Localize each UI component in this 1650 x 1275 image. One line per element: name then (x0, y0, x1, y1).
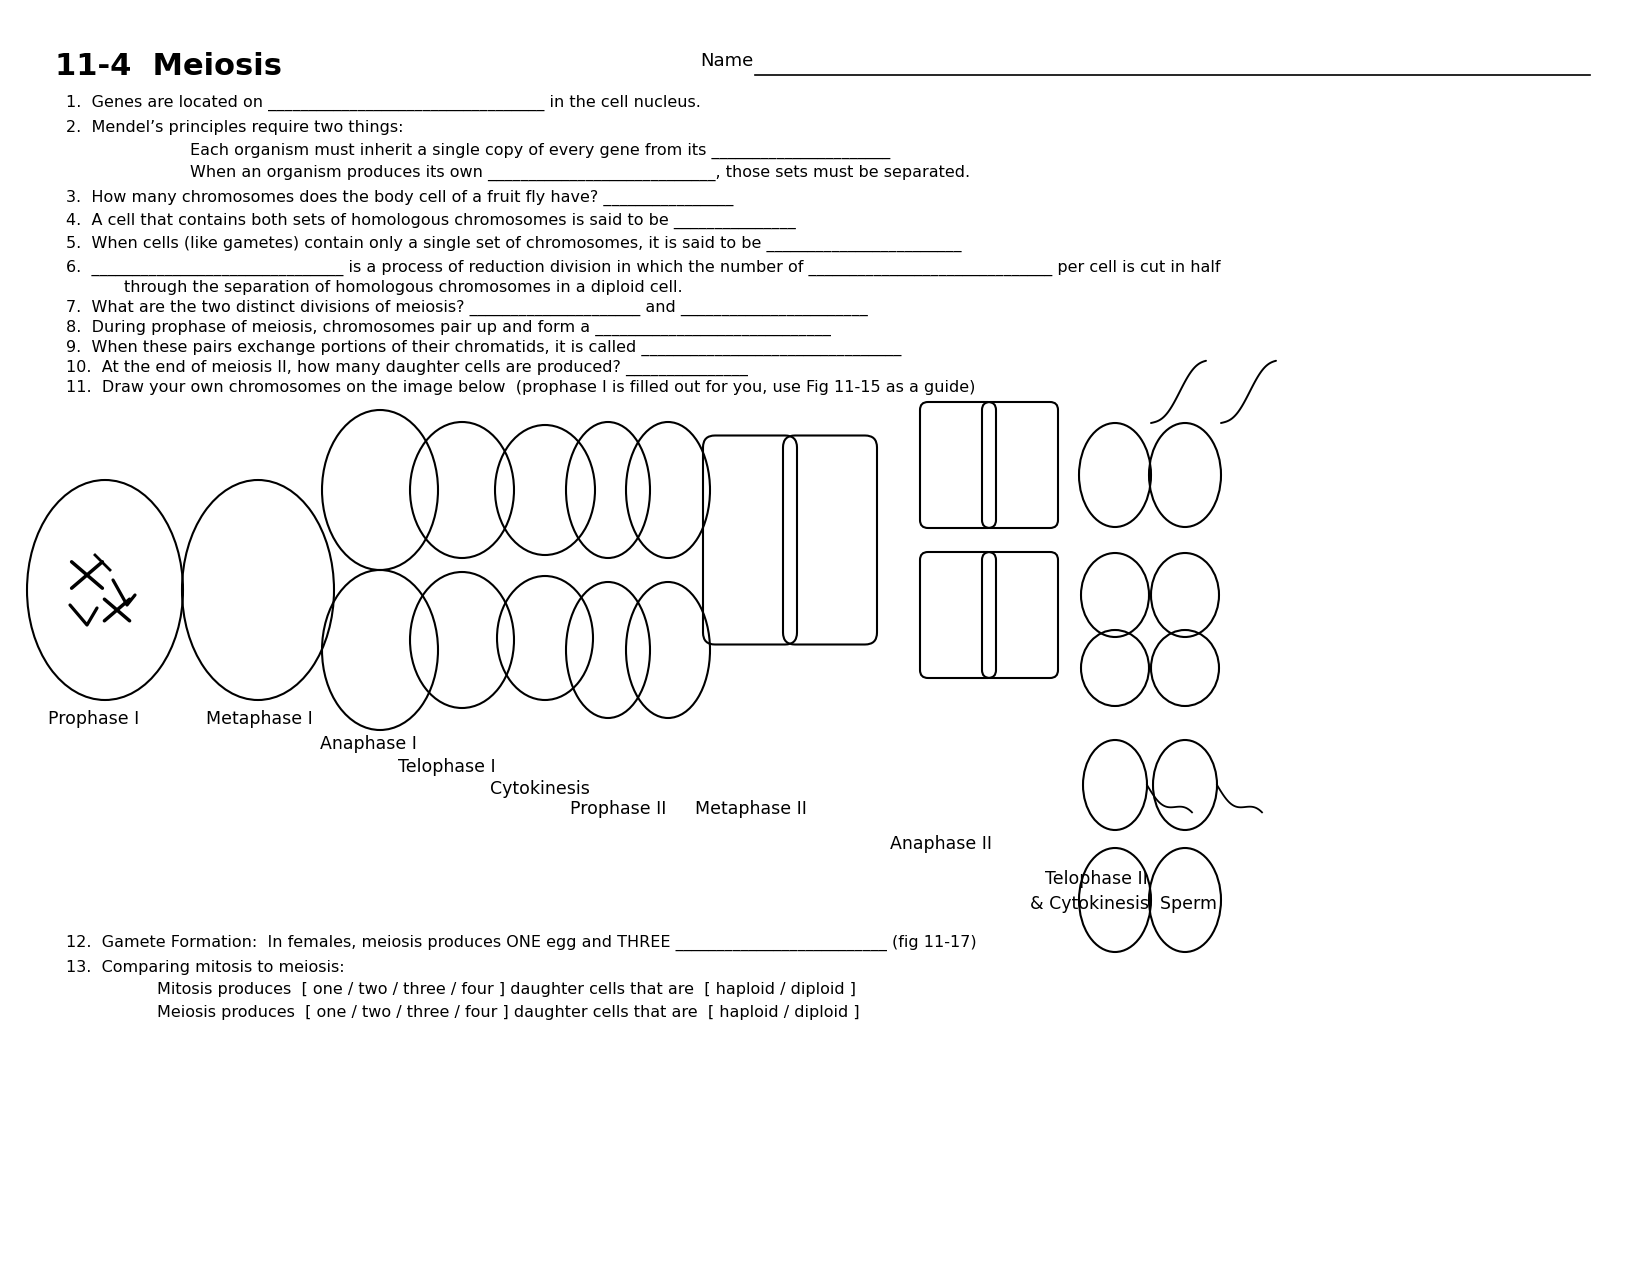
Text: 8.  During prophase of meiosis, chromosomes pair up and form a _________________: 8. During prophase of meiosis, chromosom… (66, 320, 832, 337)
Text: Name: Name (700, 52, 754, 70)
Text: 7.  What are the two distinct divisions of meiosis? _____________________ and __: 7. What are the two distinct divisions o… (66, 300, 868, 316)
Text: 13.  Comparing mitosis to meiosis:: 13. Comparing mitosis to meiosis: (66, 960, 345, 975)
Text: 4.  A cell that contains both sets of homologous chromosomes is said to be _____: 4. A cell that contains both sets of hom… (66, 213, 795, 230)
Text: Prophase II: Prophase II (569, 799, 667, 819)
Text: 12.  Gamete Formation:  In females, meiosis produces ONE egg and THREE _________: 12. Gamete Formation: In females, meiosi… (66, 935, 977, 951)
Text: Cytokinesis: Cytokinesis (490, 780, 591, 798)
Text: Telophase II: Telophase II (1044, 870, 1148, 887)
Text: Each organism must inherit a single copy of every gene from its ________________: Each organism must inherit a single copy… (190, 143, 889, 159)
Text: Telophase I: Telophase I (398, 759, 495, 776)
Text: Mitosis produces  [ one / two / three / four ] daughter cells that are  [ haploi: Mitosis produces [ one / two / three / f… (157, 982, 856, 997)
Text: Meiosis produces  [ one / two / three / four ] daughter cells that are  [ haploi: Meiosis produces [ one / two / three / f… (157, 1005, 860, 1020)
Text: Metaphase I: Metaphase I (206, 710, 314, 728)
Text: 11.  Draw your own chromosomes on the image below  (prophase I is filled out for: 11. Draw your own chromosomes on the ima… (66, 380, 975, 395)
Text: 10.  At the end of meiosis II, how many daughter cells are produced? ___________: 10. At the end of meiosis II, how many d… (66, 360, 747, 376)
Text: Metaphase II: Metaphase II (695, 799, 807, 819)
Text: Anaphase I: Anaphase I (320, 734, 417, 754)
Text: Prophase I: Prophase I (48, 710, 139, 728)
Text: 9.  When these pairs exchange portions of their chromatids, it is called _______: 9. When these pairs exchange portions of… (66, 340, 901, 356)
Text: 11-4  Meiosis: 11-4 Meiosis (54, 52, 282, 82)
Text: & Cytokinesis  Sperm: & Cytokinesis Sperm (1030, 895, 1218, 913)
Text: 6.  _______________________________ is a process of reduction division in which : 6. _______________________________ is a … (66, 260, 1221, 277)
Text: 1.  Genes are located on __________________________________ in the cell nucleus.: 1. Genes are located on ________________… (66, 96, 701, 111)
Text: 3.  How many chromosomes does the body cell of a fruit fly have? _______________: 3. How many chromosomes does the body ce… (66, 190, 733, 207)
Text: When an organism produces its own ____________________________, those sets must : When an organism produces its own ______… (190, 164, 970, 181)
Text: 5.  When cells (like gametes) contain only a single set of chromosomes, it is sa: 5. When cells (like gametes) contain onl… (66, 236, 962, 252)
Text: through the separation of homologous chromosomes in a diploid cell.: through the separation of homologous chr… (124, 280, 683, 295)
Text: Anaphase II: Anaphase II (889, 835, 992, 853)
Text: 2.  Mendel’s principles require two things:: 2. Mendel’s principles require two thing… (66, 120, 404, 135)
